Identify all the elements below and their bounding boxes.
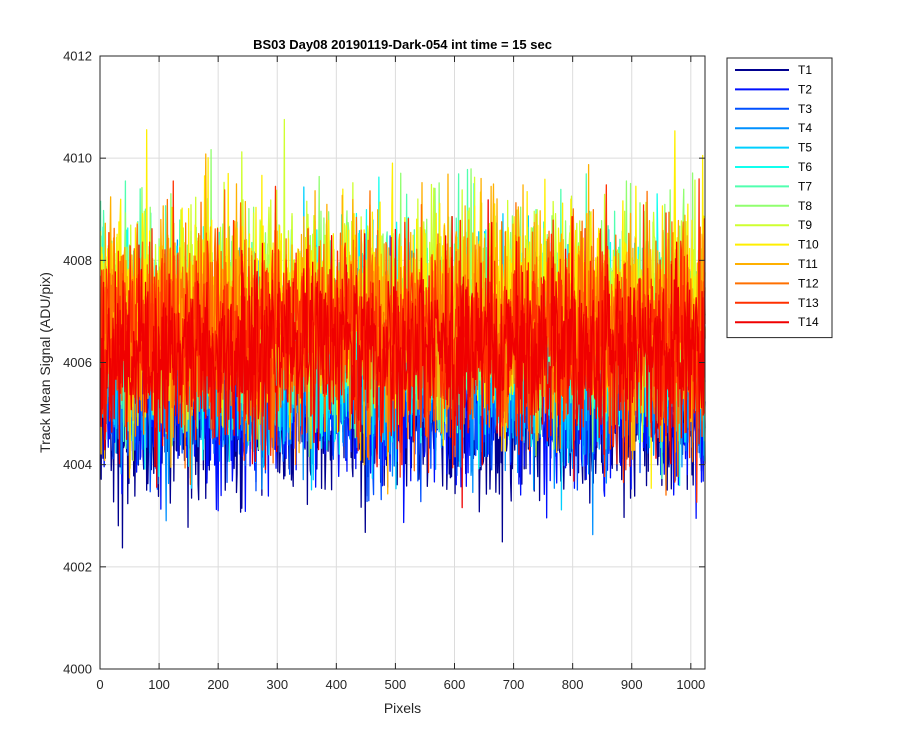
x-tick-label: 0 [96, 677, 103, 692]
y-tick-label: 4012 [63, 49, 92, 64]
legend-label-t3: T3 [798, 102, 812, 116]
legend-label-t14: T14 [798, 315, 819, 329]
legend-label-t4: T4 [798, 121, 812, 135]
legend-label-t10: T10 [798, 238, 819, 252]
y-tick-label: 4002 [63, 559, 92, 574]
y-tick-label: 4000 [63, 662, 92, 677]
y-tick-label: 4010 [63, 151, 92, 166]
chart-title: BS03 Day08 20190119-Dark-054 int time = … [253, 37, 552, 52]
x-tick-label: 900 [621, 677, 643, 692]
series-lines [99, 118, 706, 549]
y-axis-title: Track Mean Signal (ADU/pix) [37, 272, 53, 453]
legend-label-t5: T5 [798, 141, 812, 155]
legend-label-t7: T7 [798, 179, 812, 193]
legend-box [726, 57, 833, 339]
y-tick-label: 4004 [63, 457, 92, 472]
legend-label-t13: T13 [798, 296, 819, 310]
x-tick-label: 700 [503, 677, 525, 692]
x-tick-label: 1000 [676, 677, 705, 692]
legend-label-t1: T1 [798, 63, 812, 77]
x-tick-label: 300 [266, 677, 288, 692]
y-tick-label: 4008 [63, 253, 92, 268]
legend-label-t11: T11 [798, 257, 818, 271]
x-axis-title: Pixels [384, 700, 421, 716]
axis-ticks: 0 100 200 300 400 500 600 700 800 900 1000 4000 4002… [63, 49, 705, 693]
legend-label-t8: T8 [798, 199, 812, 213]
x-tick-label: 600 [444, 677, 466, 692]
x-tick-label: 500 [385, 677, 407, 692]
series-line-t14 [99, 199, 706, 509]
x-tick-label: 200 [207, 677, 229, 692]
legend-label-t6: T6 [798, 160, 812, 174]
y-tick-label: 4006 [63, 355, 92, 370]
legend: T1 T2 T3 T4 T5 T6 T7 T8 T9 T10 T11 T12 T13 T14 [726, 57, 833, 339]
x-tick-label: 800 [562, 677, 584, 692]
legend-label-t9: T9 [798, 218, 812, 232]
legend-label-t12: T12 [798, 276, 819, 290]
x-tick-label: 100 [148, 677, 170, 692]
legend-label-t2: T2 [798, 82, 812, 96]
x-tick-label: 400 [325, 677, 347, 692]
